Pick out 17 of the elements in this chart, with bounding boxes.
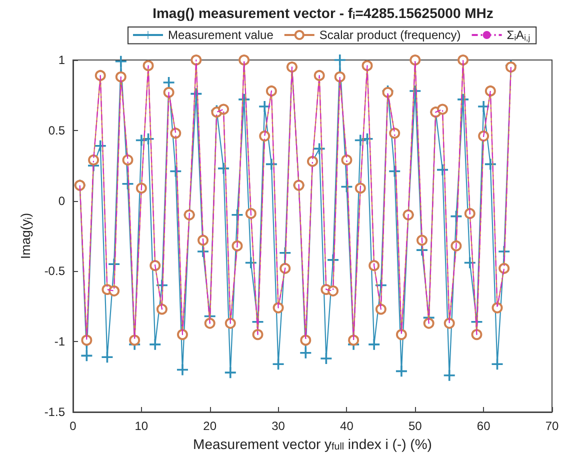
y-tick-label: 0 — [58, 194, 66, 208]
y-axis-title: Imag(yi) — [18, 212, 34, 260]
x-tick-label: 70 — [545, 419, 559, 433]
legend-label: Measurement value — [168, 28, 274, 42]
x-tick-label: 50 — [408, 419, 422, 433]
y-tick-label: 1 — [58, 53, 66, 67]
x-tick-label: 0 — [70, 419, 77, 433]
y-tick-label: 0.5 — [48, 123, 66, 138]
x-tick-label: 40 — [340, 419, 354, 433]
y-tick-label: -1.5 — [44, 405, 66, 419]
x-tick-label: 20 — [203, 419, 217, 433]
y-tick-label: -1 — [54, 334, 66, 349]
x-tick-label: 30 — [272, 419, 286, 433]
x-tick-label: 60 — [476, 419, 491, 433]
legend-label: Scalar product (frequency) — [319, 28, 461, 42]
y-tick-label: -0.5 — [44, 264, 66, 278]
x-tick-label: 10 — [134, 419, 148, 433]
